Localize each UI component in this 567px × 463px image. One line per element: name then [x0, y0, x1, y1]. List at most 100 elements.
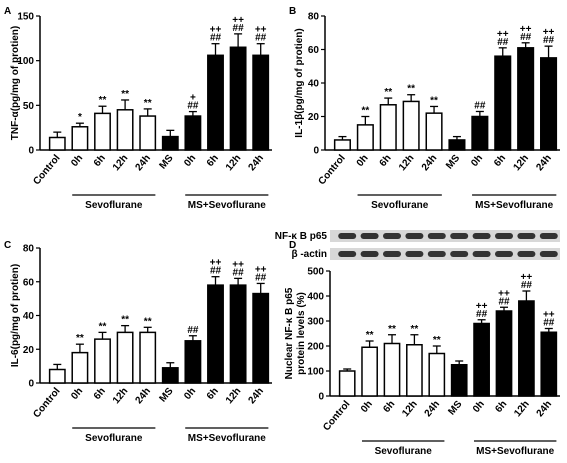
- y-tick-label: 60: [308, 45, 320, 56]
- bar: [338, 370, 356, 397]
- panel-label: A: [4, 6, 11, 17]
- bar: [402, 100, 420, 151]
- significance-label: ##: [476, 309, 488, 320]
- x-tick-label: 12h: [224, 386, 244, 406]
- significance-label: ##: [520, 32, 532, 43]
- blot-band: [338, 251, 357, 257]
- y-tick-label: 60: [23, 277, 35, 288]
- x-tick-label: 12h: [224, 153, 244, 173]
- significance-label: ##: [498, 296, 510, 307]
- x-tick-label: 12h: [400, 399, 420, 419]
- bar: [448, 139, 466, 151]
- bar: [425, 112, 443, 151]
- x-tick-label: 24h: [423, 399, 443, 419]
- x-tick-label: MS: [158, 386, 176, 405]
- group-label: MS+Sevoflurane: [476, 446, 555, 457]
- bar: [252, 292, 270, 384]
- y-tick-label: 200: [307, 342, 324, 353]
- y-tick-label: 150: [17, 12, 34, 23]
- significance-label: **: [121, 315, 129, 326]
- y-tick-label: 80: [23, 244, 35, 255]
- significance-label: ##: [543, 318, 555, 329]
- significance-label: ##: [187, 101, 199, 112]
- y-tick-label: 300: [307, 317, 324, 328]
- significance-label: ##: [497, 37, 509, 48]
- significance-label: ##: [255, 33, 267, 44]
- x-tick-label: 24h: [246, 153, 266, 173]
- x-tick-label: 6h: [92, 153, 108, 169]
- blot-band: [495, 233, 513, 239]
- x-tick-label: Control: [31, 386, 62, 420]
- significance-label: **: [384, 87, 392, 98]
- blot-band: [517, 233, 536, 239]
- x-tick-label: 6h: [381, 399, 397, 415]
- x-tick-label: Control: [31, 153, 62, 187]
- bar: [207, 54, 224, 151]
- group-label: MS+Sevoflurane: [475, 200, 554, 211]
- x-tick-label: 12h: [397, 153, 417, 173]
- x-tick-label: 12h: [511, 153, 531, 173]
- x-tick-label: 24h: [535, 399, 555, 419]
- x-tick-label: 6h: [92, 386, 108, 402]
- significance-label: **: [433, 335, 441, 346]
- bar: [48, 368, 66, 384]
- significance-label: ##: [521, 280, 533, 291]
- significance-label: **: [144, 98, 152, 109]
- y-tick-label: 20: [23, 345, 35, 356]
- x-tick-label: Control: [321, 399, 352, 433]
- x-tick-label: 0h: [355, 153, 371, 169]
- y-axis-label: TNF-α(pg/mg of protien): [10, 26, 21, 140]
- significance-label: ++: [210, 25, 222, 36]
- significance-label: ++: [543, 310, 555, 321]
- bar: [161, 135, 179, 151]
- x-tick-label: MS: [158, 153, 176, 172]
- group-label: MS+Sevoflurane: [188, 200, 267, 211]
- x-tick-label: 6h: [492, 153, 508, 169]
- bar: [540, 57, 558, 151]
- significance-label: ++: [498, 288, 510, 299]
- y-axis-label: Nuclear NF-κ B p65: [284, 287, 295, 379]
- blot-band: [539, 233, 558, 239]
- significance-label: ##: [233, 267, 245, 278]
- significance-label: ++: [232, 259, 244, 270]
- blot-band: [427, 233, 446, 239]
- bar: [517, 47, 535, 151]
- significance-label: ##: [255, 272, 267, 283]
- x-tick-label: 6h: [205, 153, 221, 169]
- y-tick-label: 0: [318, 392, 324, 403]
- bar: [379, 104, 397, 151]
- significance-label: ##: [210, 266, 222, 277]
- bar: [229, 46, 247, 151]
- significance-label: ++: [497, 29, 509, 40]
- x-tick-label: 6h: [205, 386, 221, 402]
- group-label: MS+Sevoflurane: [188, 433, 267, 444]
- group-label: Sevoflurane: [85, 433, 143, 444]
- significance-label: **: [121, 89, 129, 100]
- y-axis-label: IL-1β(pg/mg of protien): [294, 28, 305, 137]
- bar: [428, 352, 446, 397]
- blot-band: [405, 251, 424, 257]
- x-tick-label: 0h: [69, 386, 85, 402]
- bar: [361, 346, 378, 397]
- significance-label: **: [144, 316, 152, 327]
- y-tick-label: 50: [23, 101, 35, 112]
- bar: [406, 344, 423, 397]
- blot-band: [383, 251, 401, 257]
- group-label: Sevoflurane: [375, 446, 433, 457]
- blot-band: [495, 251, 513, 257]
- group-label: Sevoflurane: [85, 200, 143, 211]
- x-tick-label: 12h: [111, 153, 131, 173]
- bar: [94, 112, 111, 151]
- blot-band: [472, 251, 491, 257]
- x-tick-label: 0h: [182, 386, 198, 402]
- significance-label: ++: [520, 24, 532, 35]
- significance-label: ++: [476, 301, 488, 312]
- bar: [356, 124, 374, 151]
- bar: [184, 340, 202, 384]
- bar: [518, 300, 535, 397]
- panel-label: C: [4, 240, 11, 251]
- bar: [161, 367, 179, 384]
- bar: [473, 322, 490, 397]
- significance-label: ++: [255, 264, 267, 275]
